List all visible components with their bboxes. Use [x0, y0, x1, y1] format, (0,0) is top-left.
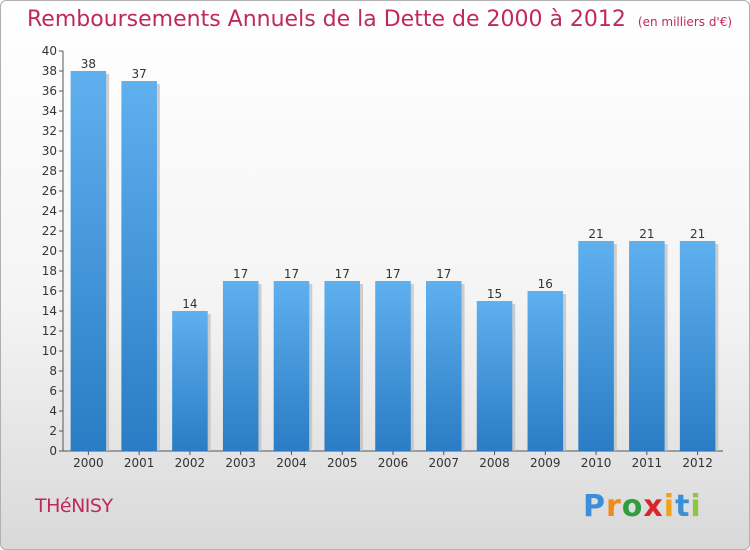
proxiti-logo: Proxiti [583, 489, 702, 524]
x-tick-label: 2011 [632, 456, 663, 470]
bar [375, 281, 411, 451]
data-label: 14 [182, 297, 197, 311]
y-tick-label: 38 [42, 64, 57, 78]
data-label: 38 [81, 57, 96, 71]
data-label: 17 [385, 267, 400, 281]
y-tick-label: 16 [42, 284, 57, 298]
x-axis: 2000 2001 2002 2003 2004 2005 2006 2007 2008 2009… [63, 450, 723, 470]
data-label: 16 [538, 277, 553, 291]
y-tick-label: 26 [42, 184, 57, 198]
logo-letter: i [690, 489, 702, 524]
bar [222, 281, 259, 451]
x-tick-label: 2004 [276, 456, 307, 470]
bar [629, 241, 665, 451]
chart-title: Remboursements Annuels de la Dette de 20… [27, 7, 626, 32]
y-tick-label: 20 [42, 244, 57, 258]
x-tick-label: 2010 [581, 456, 612, 470]
bars [70, 71, 719, 451]
y-tick-label: 14 [42, 304, 57, 318]
bar [273, 281, 310, 451]
y-tick-label: 34 [42, 104, 57, 118]
y-tick-label: 4 [49, 404, 57, 418]
logo-letter: i [663, 489, 676, 524]
y-tick-label: 24 [42, 204, 57, 218]
x-tick-label: 2009 [530, 456, 561, 470]
data-labels: 38 37 14 17 17 17 17 17 15 16 21 21 21 [81, 57, 706, 311]
data-label: 17 [233, 267, 248, 281]
y-tick-label: 2 [49, 424, 57, 438]
data-label: 15 [487, 287, 502, 301]
bar [578, 241, 614, 451]
x-tick-label: 2003 [225, 456, 256, 470]
y-tick-label: 6 [49, 384, 57, 398]
x-tick-label: 2002 [175, 456, 206, 470]
y-tick-label: 32 [42, 124, 57, 138]
x-tick-label: 2000 [73, 456, 104, 470]
bar [426, 281, 462, 451]
data-label: 17 [335, 267, 350, 281]
y-tick-label: 28 [42, 164, 57, 178]
chart-title-area: Remboursements Annuels de la Dette de 20… [27, 7, 732, 32]
bar [70, 71, 107, 451]
x-tick-label: 2007 [428, 456, 459, 470]
y-tick-label: 18 [42, 264, 57, 278]
bar [324, 281, 360, 451]
x-tick-label: 2006 [378, 456, 409, 470]
y-tick-label: 0 [49, 444, 57, 458]
y-tick-label: 10 [42, 344, 57, 358]
bar [679, 241, 716, 451]
logo-letter: x [643, 489, 664, 524]
y-tick-label: 36 [42, 84, 57, 98]
data-label: 21 [588, 227, 603, 241]
x-tick-label: 2001 [124, 456, 155, 470]
y-tick-label: 8 [49, 364, 57, 378]
chart-subtitle: (en milliers d'€) [637, 15, 733, 29]
x-tick-label: 2005 [327, 456, 358, 470]
bar [172, 311, 208, 451]
y-tick-label: 12 [42, 324, 57, 338]
data-label: 21 [639, 227, 654, 241]
y-tick-label: 30 [42, 144, 57, 158]
bar [476, 301, 513, 451]
bar [121, 81, 157, 451]
x-tick-label: 2008 [479, 456, 510, 470]
place-name: THéNISY [35, 495, 113, 517]
logo-letter: t [675, 489, 691, 524]
data-label: 17 [436, 267, 451, 281]
data-label: 21 [690, 227, 705, 241]
y-tick-label: 40 [42, 44, 57, 58]
logo-letter: o [621, 489, 644, 524]
logo-letter: r [606, 489, 622, 524]
data-label: 17 [284, 267, 299, 281]
x-tick-label: 2012 [682, 456, 713, 470]
data-label: 37 [132, 67, 147, 81]
y-tick-label: 22 [42, 224, 57, 238]
bar [527, 291, 564, 451]
logo-letter: P [583, 489, 606, 524]
